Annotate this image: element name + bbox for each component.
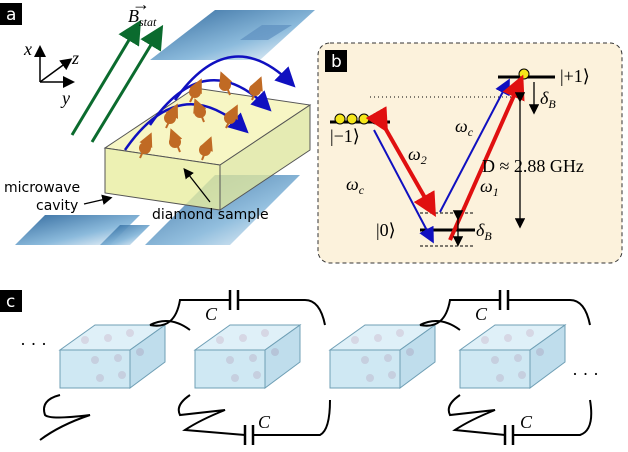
cavity-label: cavity bbox=[36, 198, 78, 214]
crystal-front bbox=[195, 350, 265, 388]
crystal-front bbox=[60, 350, 130, 388]
sample-label: diamond sample bbox=[152, 207, 269, 223]
shift-subscript: B bbox=[548, 97, 556, 111]
axes bbox=[40, 48, 72, 82]
capacitor-label: C bbox=[258, 412, 271, 432]
figure: a Bstat → x y z microwave cavity diamond… bbox=[0, 0, 628, 452]
omega-subscript: c bbox=[359, 183, 365, 197]
axis-y: y bbox=[60, 88, 70, 108]
omega-subscript: 2 bbox=[421, 153, 427, 167]
panel-label: b bbox=[331, 52, 342, 72]
omega-symbol: ω bbox=[346, 174, 359, 194]
omega-subscript: 1 bbox=[493, 185, 499, 199]
panel-c: c C C C C · · · · · · bbox=[0, 290, 599, 445]
population bbox=[519, 69, 529, 79]
ellipsis: · · · bbox=[572, 364, 599, 384]
level-zero-label: |0⟩ bbox=[376, 220, 396, 240]
axis-x: x bbox=[23, 39, 32, 59]
cavity-pointer bbox=[84, 198, 110, 204]
field-subscript: stat bbox=[139, 15, 157, 29]
cavity-label: microwave bbox=[4, 180, 80, 196]
crystal-front bbox=[330, 350, 400, 388]
omega-subscript: c bbox=[468, 125, 474, 139]
omega-symbol: ω bbox=[408, 144, 421, 164]
panel-label: a bbox=[6, 5, 16, 25]
capacitor-label: C bbox=[475, 304, 488, 324]
panel-a: a Bstat → x y z microwave cavity diamond… bbox=[0, 0, 315, 245]
omega-symbol: ω bbox=[480, 176, 493, 196]
ellipsis: · · · bbox=[20, 334, 47, 354]
crystal-front bbox=[460, 350, 530, 388]
axis-z: z bbox=[71, 48, 79, 68]
capacitor-label: C bbox=[520, 412, 533, 432]
vector-arrow: → bbox=[132, 0, 150, 14]
omega-symbol: ω bbox=[455, 116, 468, 136]
cavity-slab bbox=[150, 10, 315, 60]
level-minus-label: |−1⟩ bbox=[330, 126, 360, 146]
panel-b: b |+1⟩ |−1⟩ |0⟩ δB δB ωc ωc ω2 ω1 D ≈ 2.… bbox=[318, 43, 622, 263]
level-plus-label: |+1⟩ bbox=[560, 66, 590, 86]
splitting-label: D ≈ 2.88 GHz bbox=[482, 156, 584, 176]
capacitor-label: C bbox=[205, 304, 218, 324]
panel-label: c bbox=[6, 292, 15, 312]
shift-subscript: B bbox=[484, 229, 492, 243]
